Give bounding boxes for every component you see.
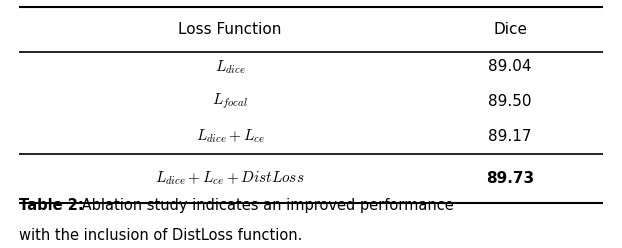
Text: Dice: Dice [493,22,527,37]
Text: Ablation study indicates an improved performance: Ablation study indicates an improved per… [77,198,454,213]
Text: Table 2:: Table 2: [19,198,83,213]
Text: Loss Function: Loss Function [179,22,282,37]
Text: $L_{dice}$: $L_{dice}$ [215,58,246,76]
Text: 89.04: 89.04 [488,60,532,74]
Text: 89.73: 89.73 [486,171,534,186]
Text: $L_{dice} +  L_{ce} + DistLoss$: $L_{dice} + L_{ce} + DistLoss$ [156,170,305,187]
Text: with the inclusion of DistLoss function.: with the inclusion of DistLoss function. [19,228,302,243]
Text: $L_{dice} + L_{ce}$: $L_{dice} + L_{ce}$ [195,128,265,145]
Text: 89.17: 89.17 [488,129,532,144]
Text: $L_{focal}$: $L_{focal}$ [212,92,248,111]
Text: 89.50: 89.50 [488,94,532,109]
